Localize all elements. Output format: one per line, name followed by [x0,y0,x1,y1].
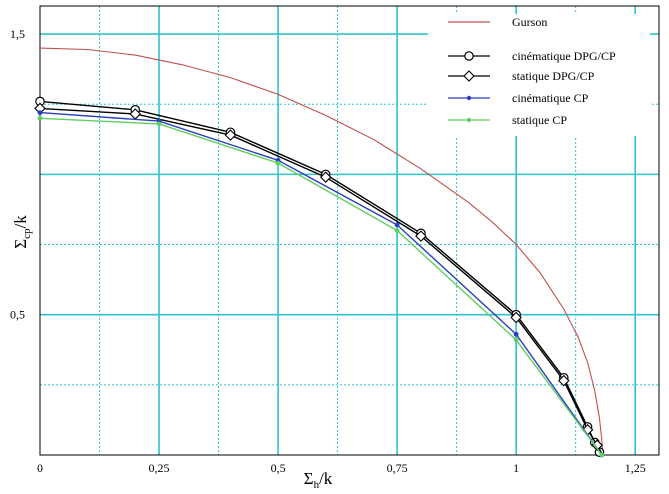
series-line-0 [39,47,604,456]
x-tick-label: 1,25 [625,461,646,475]
data-point-dot [275,160,281,166]
legend-label-0: Gurson [512,15,547,29]
x-axis-label: Σh/k [304,469,333,491]
legend-marker-dot [466,95,472,101]
y-tick-label: 1,5 [10,27,25,41]
x-tick-label: 1 [513,461,519,475]
data-point-dot [599,452,605,458]
data-point-dot [394,222,400,228]
data-point-dot [513,337,519,343]
data-point-diamond [557,374,570,387]
series-line-3 [39,111,603,456]
series-line-2 [39,107,603,454]
x-tick-label: 0,75 [387,461,408,475]
legend-marker-diamond [463,70,475,82]
data-point-dot [156,121,162,127]
ticks-layer: 0 0,25 0,5 0,75 1 1,25 0,5 1,5 [10,27,646,475]
legend-label-3: cinématique CP [512,91,589,105]
legend-label-2: statique DPG/CP [512,69,595,83]
data-point-diamond [415,230,427,242]
legend-marker-circle [464,51,474,61]
data-point-dot [37,110,43,116]
legend-label-4: statique CP [512,113,567,127]
data-point-diamond [224,129,237,141]
legend-label-1: cinématique DPG/CP [512,49,616,63]
data-point-dot [394,228,400,233]
x-tick-label: 0,25 [149,461,170,475]
y-tick-label: 0,5 [10,308,25,322]
y-axis-label: Σcp/k [11,215,33,249]
data-point-dot [37,115,43,121]
series-layer [34,47,605,458]
x-tick-label: 0,5 [271,461,286,475]
data-point-diamond [510,311,522,324]
data-point-diamond [319,171,332,183]
plot-frame [39,5,660,456]
x-tick-label: 0 [37,461,43,475]
data-point-dot [513,331,519,337]
legend: Gurson cinématique DPG/CP statique DPG/CP c… [428,14,650,136]
series-line-4 [39,117,603,456]
legend-marker-dot [466,117,472,123]
